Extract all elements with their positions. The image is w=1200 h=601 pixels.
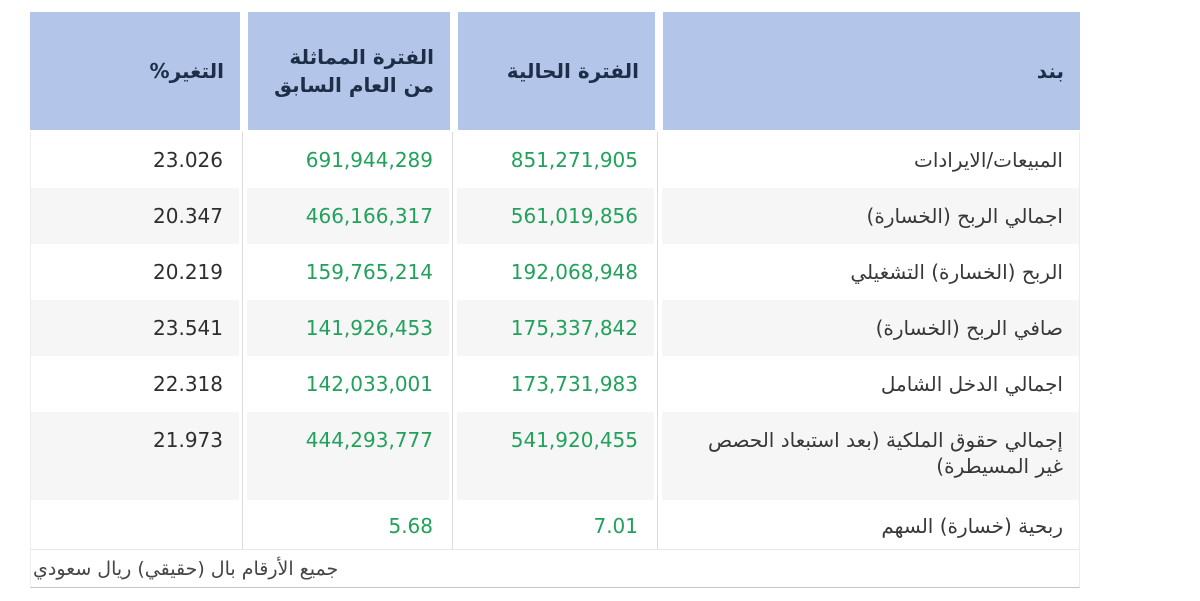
column-separator [239,356,247,412]
footer-note: جميع الأرقام بال (حقيقي) ريال سعودي [31,549,1079,587]
table-row-total-equity: إجمالي حقوق الملكية (بعد استبعاد الحصص غ… [31,412,1079,500]
change-percent-cell: 23.026 [31,132,239,188]
current-period-cell: 7.01 [457,500,654,549]
column-separator [239,500,247,549]
change-percent-cell: 21.973 [31,412,239,500]
current-period-cell: 561,019,856 [457,188,654,244]
column-separator [449,500,457,549]
item-cell: ربحية (خسارة) السهم [662,500,1079,549]
col-header-current-period: الفترة الحالية [458,12,655,130]
previous-period-cell: 691,944,289 [247,132,449,188]
financial-results-table: بند الفترة الحالية الفترة المماثلة من ال… [30,12,1080,588]
column-separator [654,412,662,500]
column-separator [655,12,663,130]
table-row-sales-revenues: المبيعات/الايرادات 851,271,905 691,944,2… [31,132,1079,188]
change-percent-cell: 22.318 [31,356,239,412]
current-period-cell: 175,337,842 [457,300,654,356]
column-separator [654,132,662,188]
column-separator [449,412,457,500]
column-separator [239,412,247,500]
column-separator [449,244,457,300]
current-period-cell: 173,731,983 [457,356,654,412]
item-cell: صافي الربح (الخسارة) [662,300,1079,356]
column-separator [239,244,247,300]
item-cell: الربح (الخسارة) التشغيلي [662,244,1079,300]
column-separator [654,300,662,356]
change-percent-cell: 20.347 [31,188,239,244]
column-separator [240,12,248,130]
item-cell: اجمالي الدخل الشامل [662,356,1079,412]
column-separator [654,356,662,412]
col-header-previous-period: الفترة المماثلة من العام السابق [248,12,450,130]
previous-period-cell: 444,293,777 [247,412,449,500]
col-header-item: بند [663,12,1080,130]
column-separator [449,300,457,356]
column-separator [449,132,457,188]
table-row-comprehensive-income: اجمالي الدخل الشامل 173,731,983 142,033,… [31,356,1079,412]
current-period-cell: 851,271,905 [457,132,654,188]
previous-period-cell: 142,033,001 [247,356,449,412]
previous-period-cell: 5.68 [247,500,449,549]
table-row-net-profit: صافي الربح (الخسارة) 175,337,842 141,926… [31,300,1079,356]
change-percent-cell [31,500,239,549]
column-separator [239,132,247,188]
table-header-row: بند الفترة الحالية الفترة المماثلة من ال… [30,12,1080,130]
table-row-operating-profit: الربح (الخسارة) التشغيلي 192,068,948 159… [31,244,1079,300]
column-separator [449,188,457,244]
column-separator [449,356,457,412]
column-separator [654,500,662,549]
column-separator [654,188,662,244]
current-period-cell: 192,068,948 [457,244,654,300]
item-cell: إجمالي حقوق الملكية (بعد استبعاد الحصص غ… [662,412,1079,500]
change-percent-cell: 23.541 [31,300,239,356]
previous-period-cell: 466,166,317 [247,188,449,244]
col-header-change-percent: التغير% [30,12,240,130]
previous-period-cell: 141,926,453 [247,300,449,356]
column-separator [239,188,247,244]
item-cell: اجمالي الربح (الخسارة) [662,188,1079,244]
column-separator [450,12,458,130]
previous-period-cell: 159,765,214 [247,244,449,300]
table-row-earnings-per-share: ربحية (خسارة) السهم 7.01 5.68 [31,500,1079,549]
item-cell: المبيعات/الايرادات [662,132,1079,188]
column-separator [239,300,247,356]
change-percent-cell: 20.219 [31,244,239,300]
current-period-cell: 541,920,455 [457,412,654,500]
column-separator [654,244,662,300]
table-row-gross-profit: اجمالي الربح (الخسارة) 561,019,856 466,1… [31,188,1079,244]
table-body: المبيعات/الايرادات 851,271,905 691,944,2… [30,132,1080,588]
